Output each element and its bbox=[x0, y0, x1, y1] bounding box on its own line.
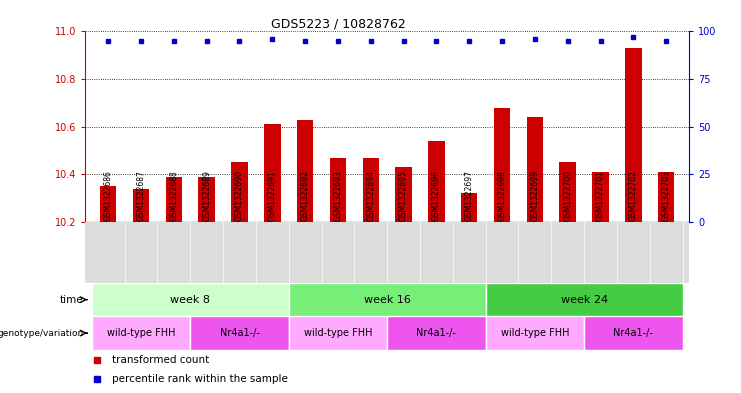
Title: GDS5223 / 10828762: GDS5223 / 10828762 bbox=[271, 17, 406, 30]
Bar bbox=[92, 316, 190, 350]
Bar bbox=[592, 172, 608, 222]
Text: week 16: week 16 bbox=[364, 295, 411, 305]
Bar bbox=[297, 119, 313, 222]
Bar bbox=[289, 283, 485, 316]
Bar bbox=[133, 189, 149, 222]
Bar bbox=[494, 108, 511, 222]
Bar bbox=[658, 172, 674, 222]
Bar bbox=[388, 316, 485, 350]
Text: transformed count: transformed count bbox=[113, 354, 210, 365]
Bar bbox=[527, 117, 543, 222]
Bar bbox=[166, 177, 182, 222]
Text: wild-type FHH: wild-type FHH bbox=[107, 328, 176, 338]
Text: Nr4a1-/-: Nr4a1-/- bbox=[416, 328, 456, 338]
Bar bbox=[199, 177, 215, 222]
Text: wild-type FHH: wild-type FHH bbox=[501, 328, 569, 338]
Bar bbox=[559, 162, 576, 222]
Bar bbox=[485, 283, 682, 316]
Bar bbox=[362, 158, 379, 222]
Bar bbox=[289, 316, 388, 350]
Bar bbox=[190, 316, 289, 350]
Text: Nr4a1-/-: Nr4a1-/- bbox=[614, 328, 654, 338]
Bar bbox=[461, 193, 477, 222]
Bar bbox=[100, 186, 116, 222]
Text: percentile rank within the sample: percentile rank within the sample bbox=[113, 374, 288, 384]
Text: time: time bbox=[60, 295, 84, 305]
Bar bbox=[92, 283, 289, 316]
Bar bbox=[485, 316, 584, 350]
Bar bbox=[625, 48, 642, 222]
Text: week 24: week 24 bbox=[560, 295, 608, 305]
Bar bbox=[264, 124, 281, 222]
Bar bbox=[330, 158, 346, 222]
Text: Nr4a1-/-: Nr4a1-/- bbox=[219, 328, 259, 338]
Text: week 8: week 8 bbox=[170, 295, 210, 305]
Text: wild-type FHH: wild-type FHH bbox=[304, 328, 372, 338]
Bar bbox=[584, 316, 682, 350]
Text: genotype/variation: genotype/variation bbox=[0, 329, 84, 338]
Bar bbox=[396, 167, 412, 222]
Bar bbox=[428, 141, 445, 222]
Bar bbox=[231, 162, 247, 222]
